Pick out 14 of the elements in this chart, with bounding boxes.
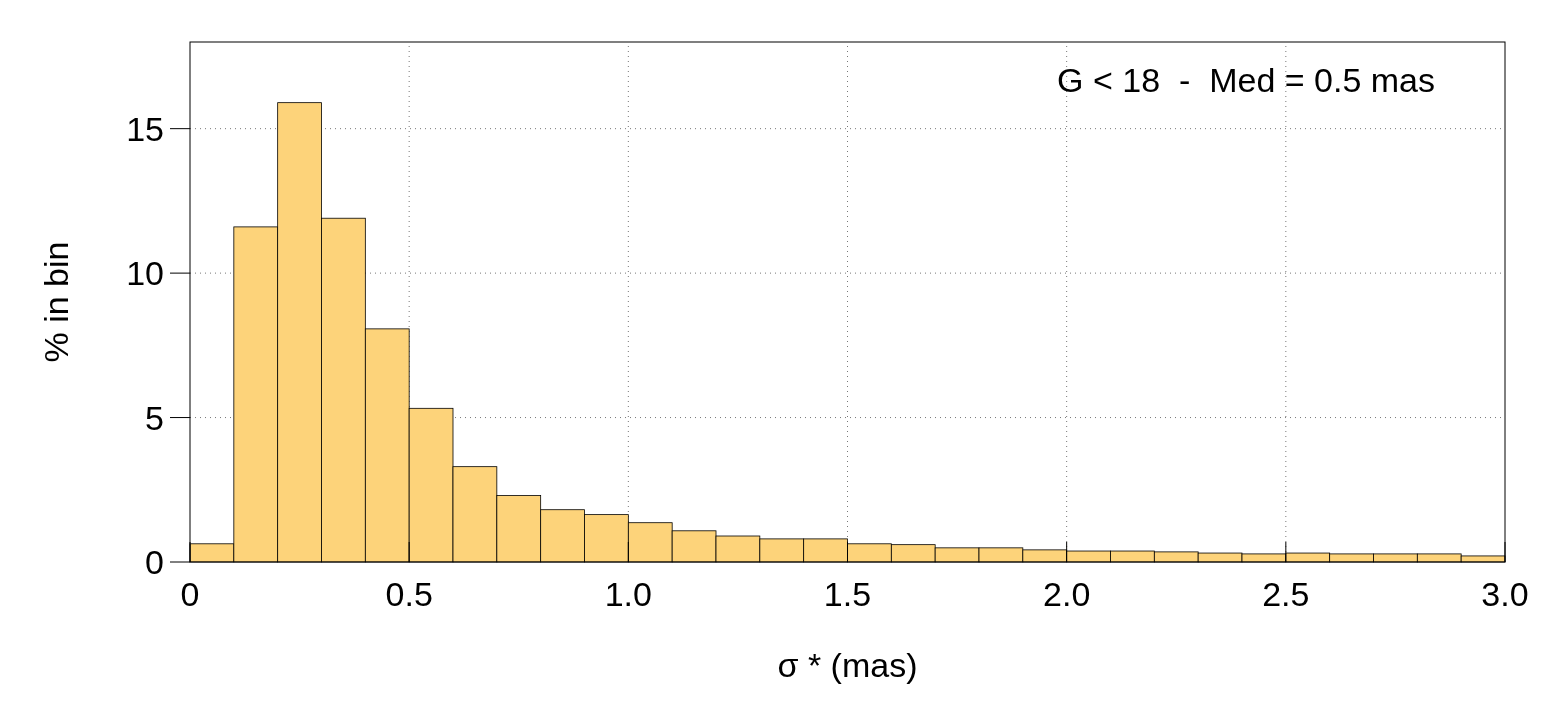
annotation: G < 18 - Med = 0.5 mas: [1057, 61, 1435, 99]
x-tick-label: 3.0: [1481, 575, 1529, 613]
x-tick-label: 0.5: [385, 575, 433, 613]
x-axis-title: σ * (mas): [777, 646, 918, 684]
x-tick-label: 0: [180, 575, 200, 613]
y-axis-title: % in bin: [37, 241, 75, 363]
x-tick-label: 2.0: [1043, 575, 1091, 613]
x-tick-label: 1.5: [823, 575, 872, 613]
y-tick-label: 5: [145, 398, 164, 437]
y-tick-label: 10: [126, 254, 164, 293]
y-tick-label: 0: [145, 543, 164, 581]
x-tick-label: 2.5: [1262, 575, 1310, 613]
x-tick-label: 1.0: [604, 575, 652, 613]
y-tick-label: 15: [126, 109, 164, 148]
